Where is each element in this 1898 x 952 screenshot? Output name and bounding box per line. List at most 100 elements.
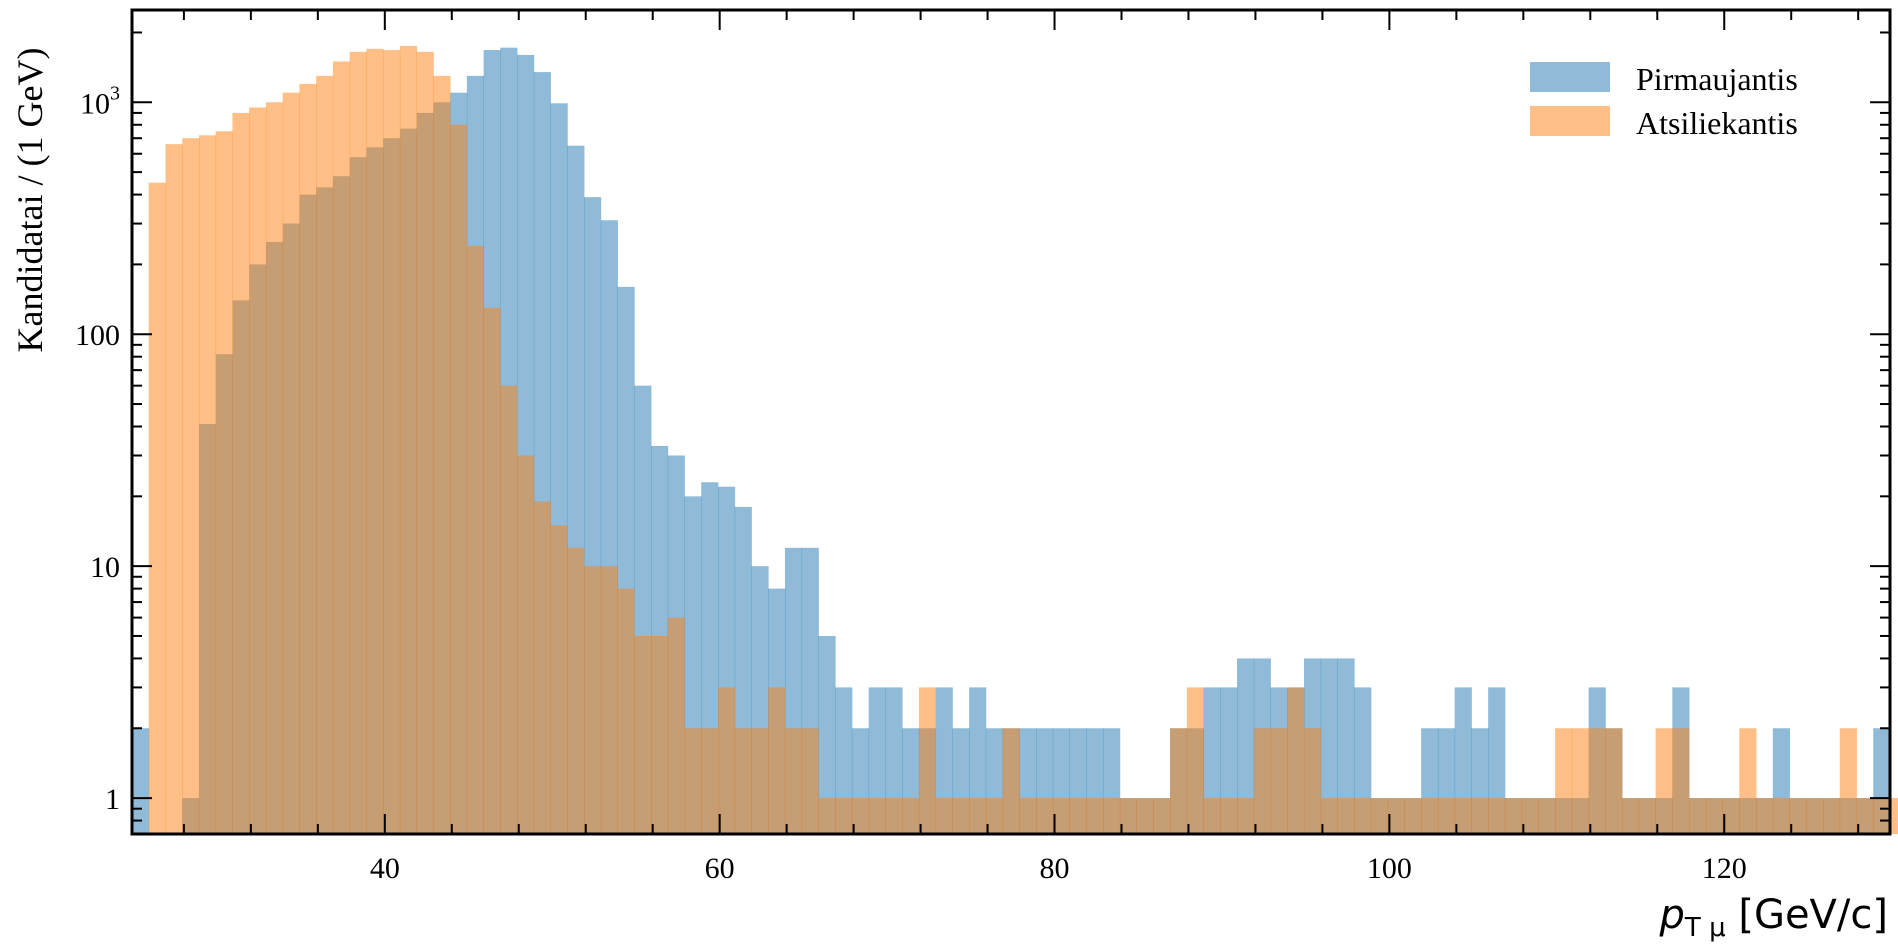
bar-atsiliekantis <box>1655 728 1673 834</box>
bar-atsiliekantis <box>1019 798 1037 834</box>
bar-atsiliekantis <box>1370 798 1389 834</box>
bar-atsiliekantis <box>366 48 384 835</box>
bar-atsiliekantis <box>1538 798 1556 834</box>
x-tick-label: 80 <box>1040 852 1070 885</box>
bar-atsiliekantis <box>567 547 585 834</box>
x-tick-label: 120 <box>1702 852 1747 885</box>
bar-pirmaujantis <box>1488 687 1506 834</box>
bar-atsiliekantis <box>1136 798 1154 834</box>
bar-atsiliekantis <box>232 112 250 834</box>
bar-atsiliekantis <box>801 728 819 834</box>
bar-pirmaujantis <box>1237 658 1255 834</box>
bar-atsiliekantis <box>835 798 853 834</box>
bar-atsiliekantis <box>1052 798 1070 834</box>
bar-atsiliekantis <box>1722 798 1740 834</box>
bar-atsiliekantis <box>1421 798 1439 834</box>
y-tick-label: 103 <box>80 82 120 120</box>
x-axis-label-unit: [GeV/c] <box>1726 892 1888 938</box>
y-tick-label: 100 <box>75 319 120 352</box>
bar-atsiliekantis <box>1186 687 1204 834</box>
series-atsiliekantis <box>148 45 1898 835</box>
bar-pirmaujantis <box>868 687 886 834</box>
bar-atsiliekantis <box>533 501 551 834</box>
bar-atsiliekantis <box>969 798 987 834</box>
bar-atsiliekantis <box>1437 798 1456 834</box>
bar-atsiliekantis <box>701 728 719 834</box>
bar-pirmaujantis <box>935 687 953 834</box>
bar-atsiliekantis <box>1689 798 1707 834</box>
bar-atsiliekantis <box>634 635 652 834</box>
bar-atsiliekantis <box>1555 728 1573 834</box>
bar-atsiliekantis <box>1839 728 1857 834</box>
bar-atsiliekantis <box>1454 798 1472 834</box>
bar-atsiliekantis <box>751 728 769 834</box>
bar-atsiliekantis <box>1404 798 1422 834</box>
bar-atsiliekantis <box>1856 798 1874 834</box>
bar-atsiliekantis <box>1086 798 1104 834</box>
bar-atsiliekantis <box>1069 798 1087 834</box>
bar-atsiliekantis <box>851 798 870 834</box>
bar-atsiliekantis <box>1270 728 1288 834</box>
bar-atsiliekantis <box>1504 798 1523 834</box>
bar-atsiliekantis <box>1622 798 1640 834</box>
bar-atsiliekantis <box>1002 728 1020 834</box>
legend-label-atsiliekantis: Atsiliekantis <box>1636 105 1798 141</box>
bar-atsiliekantis <box>1387 798 1405 834</box>
bar-atsiliekantis <box>1471 798 1489 834</box>
bar-atsiliekantis <box>1119 798 1137 834</box>
bar-atsiliekantis <box>450 124 468 834</box>
bar-atsiliekantis <box>684 728 702 834</box>
bar-atsiliekantis <box>148 182 166 835</box>
bar-pirmaujantis <box>1454 687 1472 834</box>
bar-pirmaujantis <box>969 687 987 834</box>
bar-atsiliekantis <box>500 385 518 834</box>
bar-atsiliekantis <box>1320 798 1338 834</box>
bar-atsiliekantis <box>1772 798 1790 834</box>
bar-atsiliekantis <box>433 75 451 835</box>
bar-pirmaujantis <box>885 687 903 834</box>
bar-atsiliekantis <box>399 45 418 835</box>
bar-atsiliekantis <box>918 687 937 834</box>
bar-atsiliekantis <box>818 798 836 834</box>
bar-atsiliekantis <box>1354 798 1372 834</box>
legend: Pirmaujantis Atsiliekantis <box>1530 61 1798 141</box>
bar-atsiliekantis <box>416 51 434 835</box>
bar-atsiliekantis <box>768 687 786 834</box>
bar-atsiliekantis <box>667 617 685 834</box>
bar-atsiliekantis <box>1756 798 1774 834</box>
bar-atsiliekantis <box>902 798 920 834</box>
bar-atsiliekantis <box>1488 798 1506 834</box>
bar-atsiliekantis <box>1823 798 1841 834</box>
bar-atsiliekantis <box>299 83 317 835</box>
bar-atsiliekantis <box>349 51 367 835</box>
y-axis-label: Kandidatai / (1 GeV) <box>10 48 50 353</box>
bar-atsiliekantis <box>550 525 568 834</box>
bar-atsiliekantis <box>885 798 903 834</box>
bar-pirmaujantis <box>835 687 853 834</box>
bar-atsiliekantis <box>1705 798 1723 834</box>
x-tick-label: 60 <box>705 852 735 885</box>
y-tick-label: 10 <box>90 551 120 584</box>
x-tick-label: 40 <box>370 852 400 885</box>
bar-atsiliekantis <box>985 798 1004 834</box>
bar-atsiliekantis <box>165 144 183 834</box>
x-tick-label: 100 <box>1367 852 1412 885</box>
y-tick-label: 1 <box>105 783 120 816</box>
bar-pirmaujantis <box>818 635 836 834</box>
bar-pirmaujantis <box>1320 658 1338 834</box>
bars-layer <box>132 45 1898 835</box>
bar-atsiliekantis <box>466 246 484 835</box>
bar-atsiliekantis <box>215 131 233 834</box>
bar-atsiliekantis <box>1304 728 1322 834</box>
bar-atsiliekantis <box>1571 728 1590 834</box>
bar-atsiliekantis <box>1036 798 1054 834</box>
bar-atsiliekantis <box>1873 798 1891 834</box>
legend-swatch-pirmaujantis <box>1530 62 1610 92</box>
x-axis-label-main: p <box>1659 892 1685 938</box>
bar-atsiliekantis <box>651 635 669 834</box>
bar-atsiliekantis <box>1605 728 1623 834</box>
bar-atsiliekantis <box>1237 798 1255 834</box>
bar-atsiliekantis <box>182 138 200 835</box>
bar-pirmaujantis <box>132 728 150 834</box>
